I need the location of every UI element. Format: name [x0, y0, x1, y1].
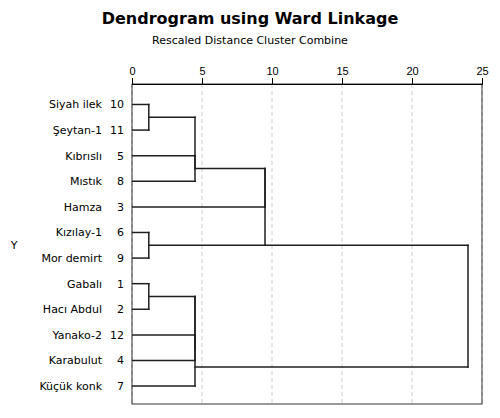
- leaf-label: Mor demirt: [41, 252, 102, 265]
- segment: [132, 181, 195, 183]
- grid: [132, 84, 482, 404]
- leaf-label: Küçük konk: [39, 380, 102, 393]
- tick-mark: [412, 78, 413, 84]
- segment: [149, 117, 195, 119]
- leaf-label: Yanako-2: [51, 329, 102, 342]
- segment: [132, 232, 149, 234]
- segment: [149, 296, 195, 298]
- segment: [194, 296, 196, 347]
- grid-line: [202, 84, 203, 404]
- leaf-id: 1: [117, 278, 124, 291]
- tick-mark: [482, 78, 483, 84]
- leaf-label: Kızılay-1: [56, 226, 102, 239]
- segment: [149, 245, 265, 247]
- tick: 5: [199, 65, 205, 84]
- leaf-id: 5: [117, 150, 124, 163]
- segment: [132, 360, 195, 362]
- plot: 0 5 10 15 20 25: [129, 65, 488, 404]
- tick-label: 5: [199, 65, 205, 77]
- title: Dendrogram using Ward Linkage: [102, 9, 399, 28]
- leaf-id: 6: [117, 226, 124, 239]
- leaf-label: Mıstık: [70, 175, 103, 188]
- segment: [132, 206, 265, 208]
- plot-frame: [132, 84, 482, 404]
- segment: [195, 168, 265, 170]
- tick-mark: [342, 78, 343, 84]
- segments: [132, 104, 468, 386]
- tick-label: 0: [129, 65, 135, 77]
- x-axis: 0 5 10 15 20 25: [129, 65, 488, 85]
- leaf-label: Siyah ilek: [49, 98, 103, 111]
- y-label: Y: [10, 239, 18, 252]
- tick-mark: [202, 78, 203, 84]
- leaf-id: 9: [117, 252, 124, 265]
- segment: [132, 334, 195, 336]
- leaf-label: Karabulut: [49, 354, 103, 367]
- grid-line: [412, 84, 413, 404]
- leaf-label: Kıbrıslı: [65, 150, 102, 163]
- axis-line: [133, 78, 483, 85]
- segment: [194, 117, 196, 168]
- leaf-id: 4: [117, 354, 124, 367]
- leaf-id: 10: [110, 98, 124, 111]
- leaf-id: 2: [117, 303, 124, 316]
- grid-line: [342, 84, 343, 404]
- tick: 25: [476, 65, 488, 84]
- tick-label: 25: [476, 65, 488, 77]
- segment: [467, 245, 469, 367]
- subtitle: Rescaled Distance Cluster Combine: [152, 34, 348, 47]
- segment: [264, 168, 266, 245]
- segment: [265, 245, 468, 247]
- segment: [132, 129, 149, 131]
- leaf-id: 8: [117, 175, 124, 188]
- segment: [132, 283, 149, 285]
- segment: [132, 155, 195, 157]
- tick: 0: [129, 65, 135, 84]
- tick-label: 15: [336, 65, 348, 77]
- leaf-label: Hamza: [64, 201, 102, 214]
- leaf-label: Gabalı: [67, 278, 102, 291]
- segment: [194, 296, 196, 347]
- tick: 10: [266, 65, 278, 84]
- leaf-id: 3: [117, 201, 124, 214]
- tick-label: 20: [406, 65, 418, 77]
- chart: Dendrogram using Ward Linkage Rescaled Di…: [0, 0, 500, 418]
- segment: [132, 257, 149, 259]
- tick-label: 10: [266, 65, 278, 77]
- tick: 20: [406, 65, 418, 84]
- leaf-id: 7: [117, 380, 124, 393]
- tick-mark: [132, 78, 133, 84]
- leaf-id: 12: [110, 329, 124, 342]
- segment: [132, 385, 195, 387]
- segment: [132, 309, 149, 311]
- tick: 15: [336, 65, 348, 84]
- segment: [195, 366, 468, 368]
- leaf-id: 11: [110, 124, 124, 137]
- leaf-label: Hacı Abdul: [43, 303, 102, 316]
- tick-mark: [272, 78, 273, 84]
- segment: [132, 104, 149, 106]
- leaf-labels: 10 Siyah ilek 11 Şeytan-1 5 Kıbrıslı 8 Mıstık 3 H…: [39, 98, 124, 393]
- leaf-label: Şeytan-1: [53, 124, 102, 137]
- grid-line: [272, 84, 273, 404]
